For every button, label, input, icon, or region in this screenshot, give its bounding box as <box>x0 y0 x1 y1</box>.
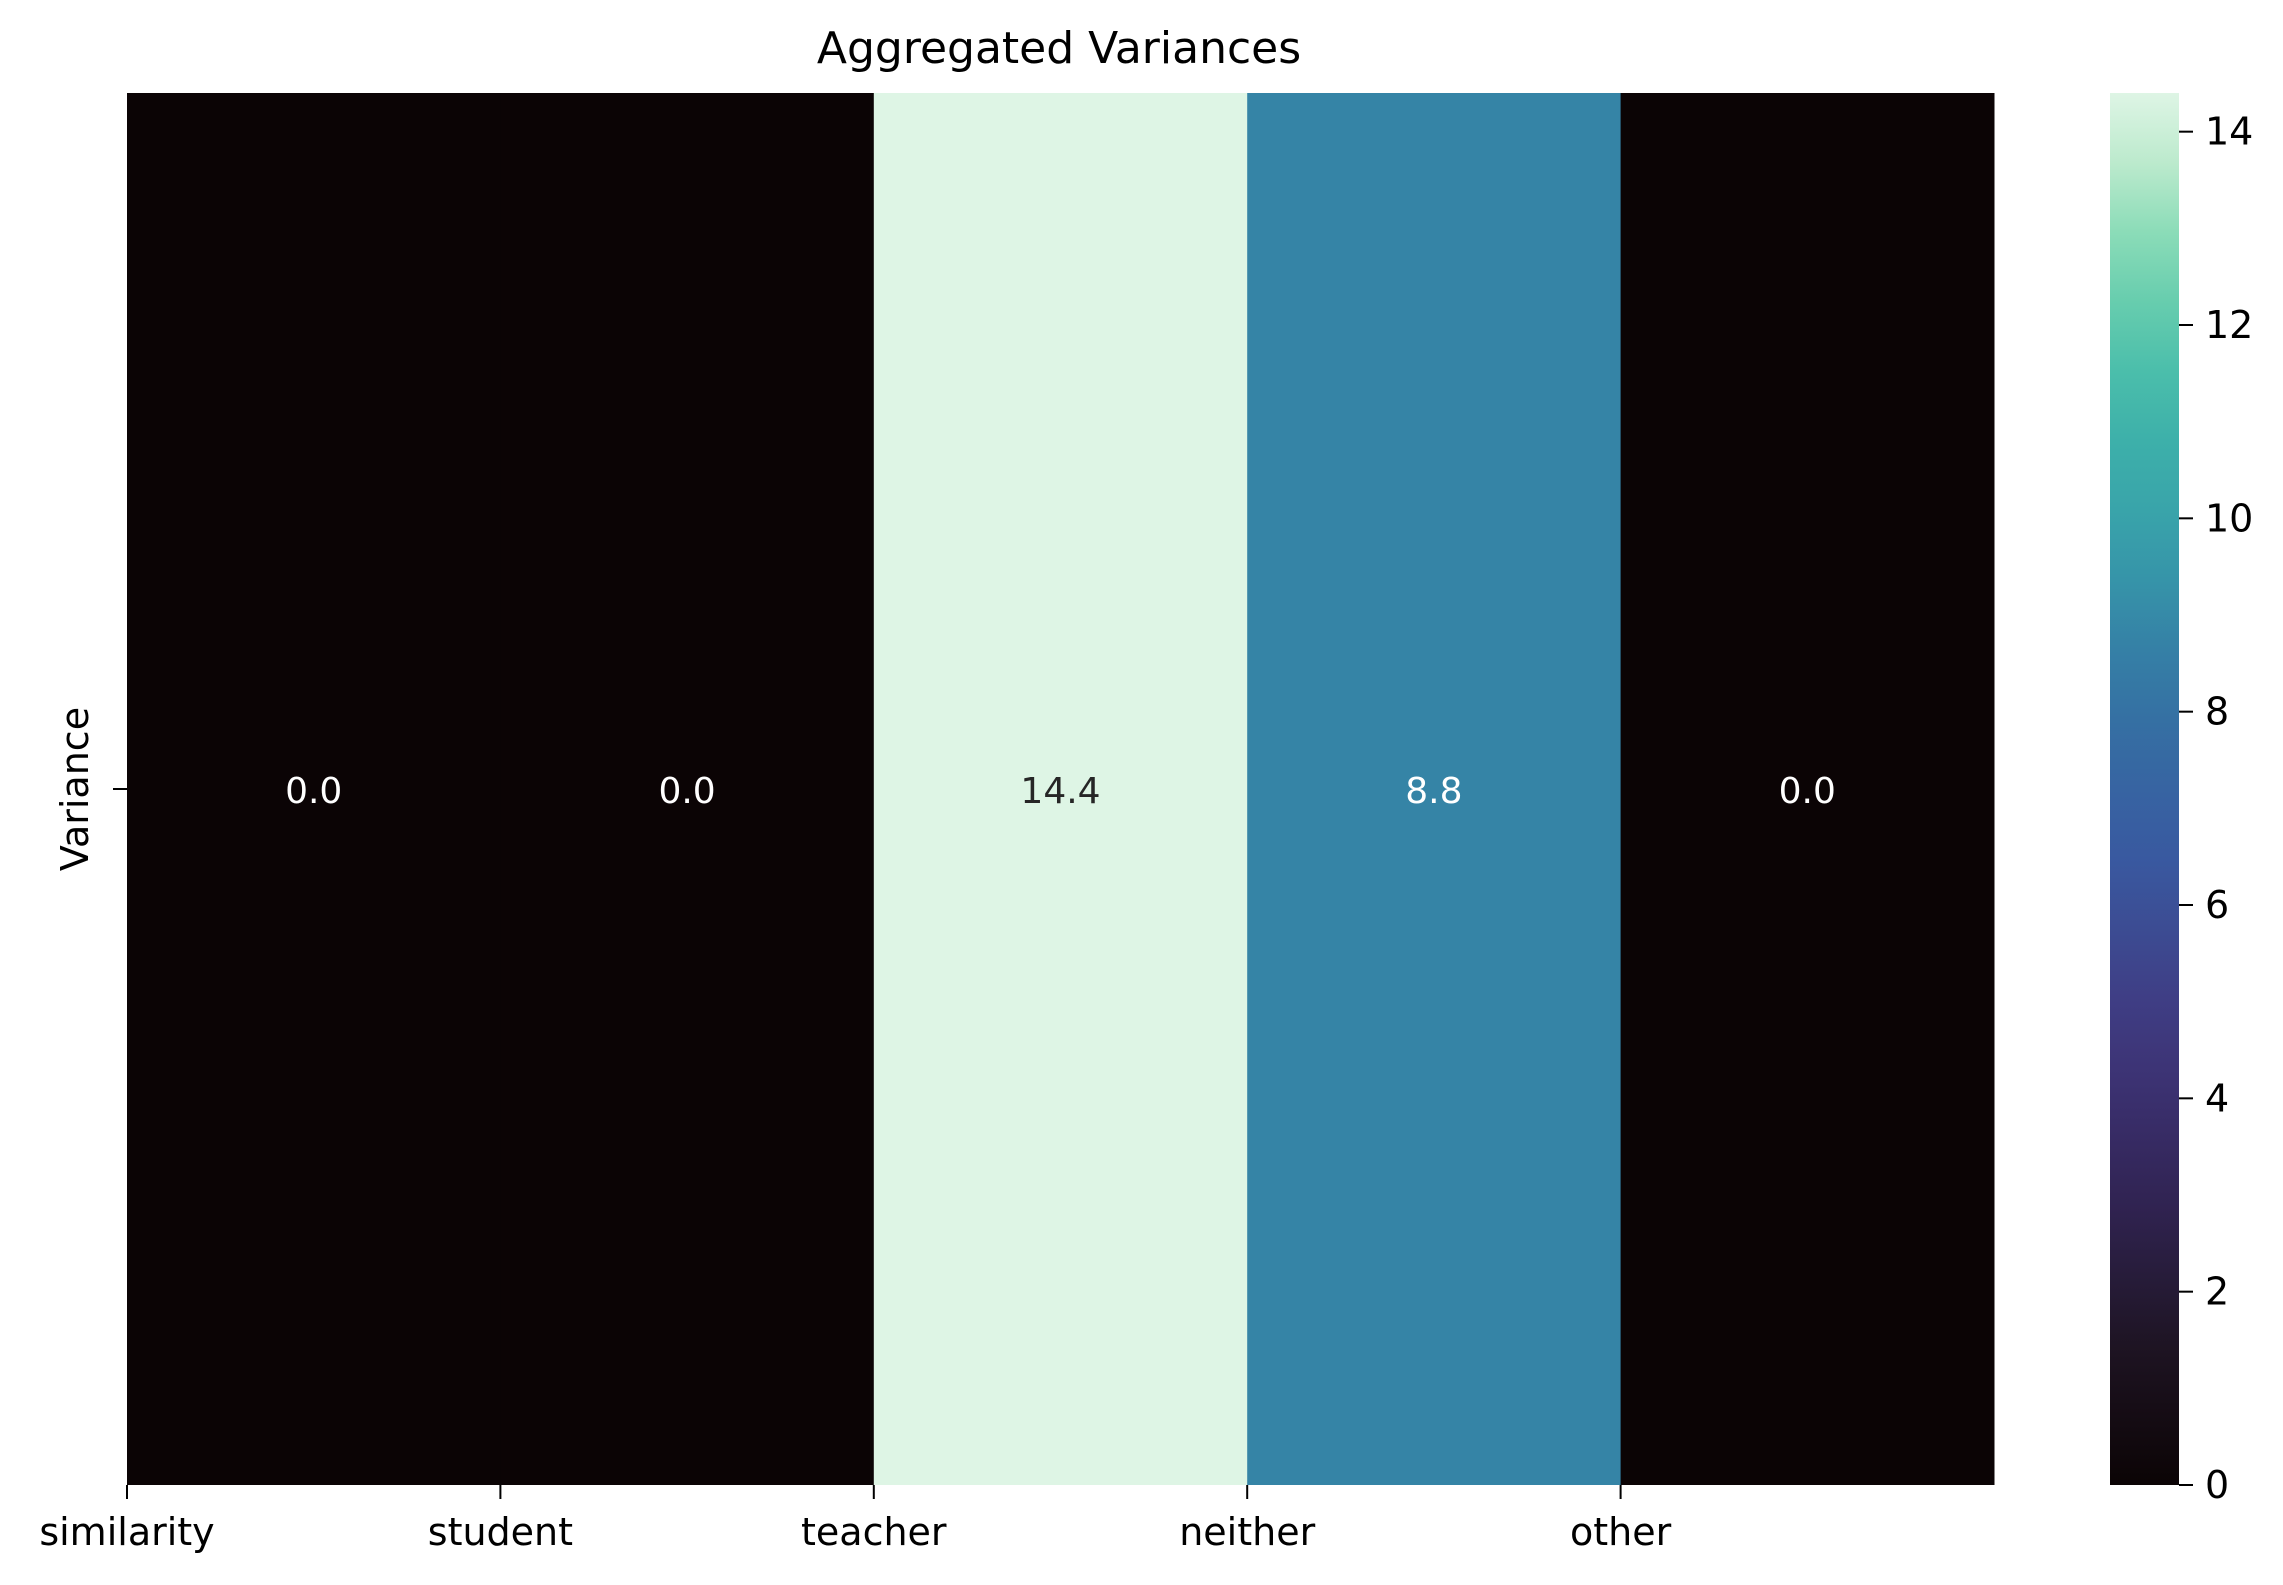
x-tick-label: teacher <box>801 1510 947 1554</box>
colorbar-tick-label: 4 <box>2205 1076 2229 1120</box>
colorbar: 0 2 4 6 8 10 12 14 <box>2110 93 2253 1507</box>
x-tick-label: similarity <box>39 1510 214 1554</box>
cell-value-labels: 0.0 0.0 14.4 8.8 0.0 <box>285 771 1836 812</box>
colorbar-tick-label: 14 <box>2205 110 2253 154</box>
colorbar-tick-label: 6 <box>2205 883 2229 927</box>
colorbar-tick-label: 0 <box>2205 1463 2229 1507</box>
colorbar-gradient <box>2110 93 2179 1485</box>
y-tick-label: Variance <box>53 707 97 871</box>
cell-value-label: 0.0 <box>1779 771 1836 812</box>
heatmap-cells <box>127 93 1995 1485</box>
heatmap-cell-student <box>500 93 875 1485</box>
cell-value-label: 0.0 <box>285 771 342 812</box>
chart-title: Aggregated Variances <box>817 23 1301 74</box>
cell-value-label: 14.4 <box>1020 771 1100 812</box>
colorbar-tick-label: 8 <box>2205 690 2229 734</box>
x-tick-label: other <box>1570 1510 1672 1554</box>
heatmap-cell-other <box>1620 93 1995 1485</box>
heatmap-cell-similarity <box>127 93 501 1485</box>
heatmap-cell-teacher <box>873 93 1248 1485</box>
x-tick-label: student <box>428 1510 573 1554</box>
colorbar-tick-label: 10 <box>2205 496 2253 540</box>
heatmap-cell-neither <box>1247 93 1622 1485</box>
x-tick-label: neither <box>1179 1510 1315 1554</box>
colorbar-tick-label: 2 <box>2205 1270 2229 1314</box>
cell-value-label: 0.0 <box>658 771 715 812</box>
y-axis: Variance <box>53 707 127 871</box>
colorbar-tick-label: 12 <box>2205 303 2253 347</box>
cell-value-label: 8.8 <box>1405 771 1462 812</box>
x-axis: similarity student teacher neither other <box>39 1485 1672 1554</box>
